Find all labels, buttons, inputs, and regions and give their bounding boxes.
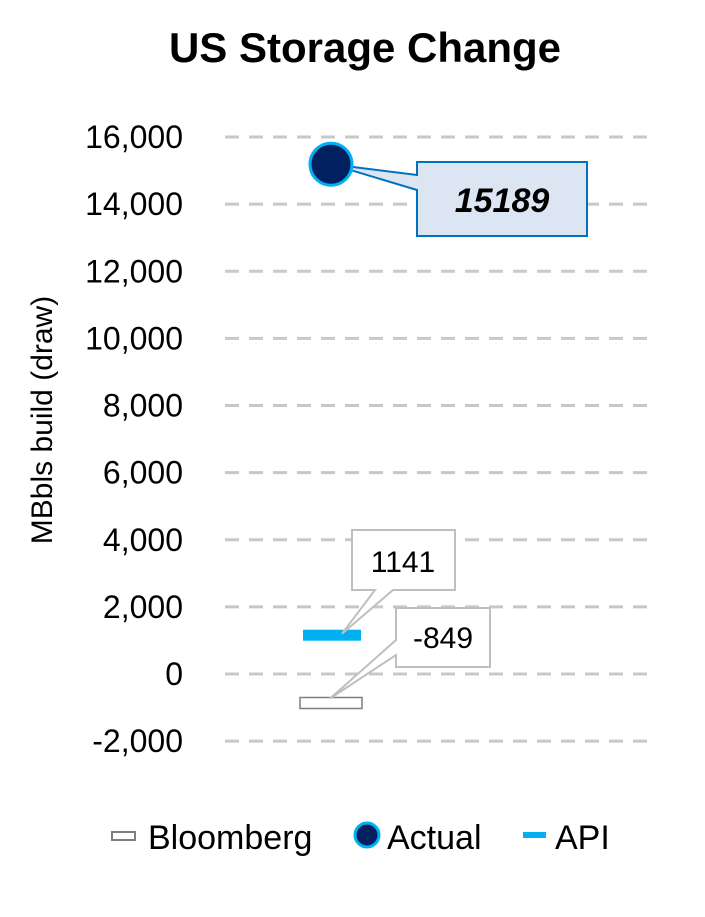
y-tick-label: 2,000: [103, 589, 183, 625]
actual-data-label: 15189: [455, 182, 550, 220]
legend-bloomberg-swatch: [111, 831, 136, 841]
api-marker: [303, 629, 361, 641]
y-tick-label: 14,000: [85, 186, 183, 222]
bloomberg-data-label: -849: [413, 622, 473, 655]
legend-actual-label: Actual: [387, 819, 482, 857]
legend-api-label: API: [555, 819, 610, 857]
y-tick-label: 8,000: [103, 388, 183, 424]
legend: Bloomberg Actual API: [111, 819, 610, 857]
y-tick-label: -2,000: [92, 723, 183, 759]
y-tick-label: 0: [165, 656, 183, 692]
actual-marker: [308, 141, 354, 187]
y-tick-label: 12,000: [85, 253, 183, 289]
actual-data-label-box: [330, 161, 588, 237]
legend-bloomberg-label: Bloomberg: [148, 819, 312, 857]
legend-actual-swatch: [353, 821, 381, 849]
y-tick-label: 6,000: [103, 455, 183, 491]
y-tick-label: 16,000: [85, 119, 183, 155]
api-data-label-box: [341, 529, 456, 635]
api-data-label: 1141: [371, 546, 436, 579]
y-tick-label: 10,000: [85, 320, 183, 356]
y-axis-label: MBbls build (draw): [26, 296, 59, 544]
y-tick-label: 4,000: [103, 522, 183, 558]
bloomberg-marker: [299, 696, 363, 710]
chart-title: US Storage Change: [169, 24, 561, 71]
legend-api-swatch: [523, 832, 546, 838]
bloomberg-data-label-box: [329, 607, 491, 700]
